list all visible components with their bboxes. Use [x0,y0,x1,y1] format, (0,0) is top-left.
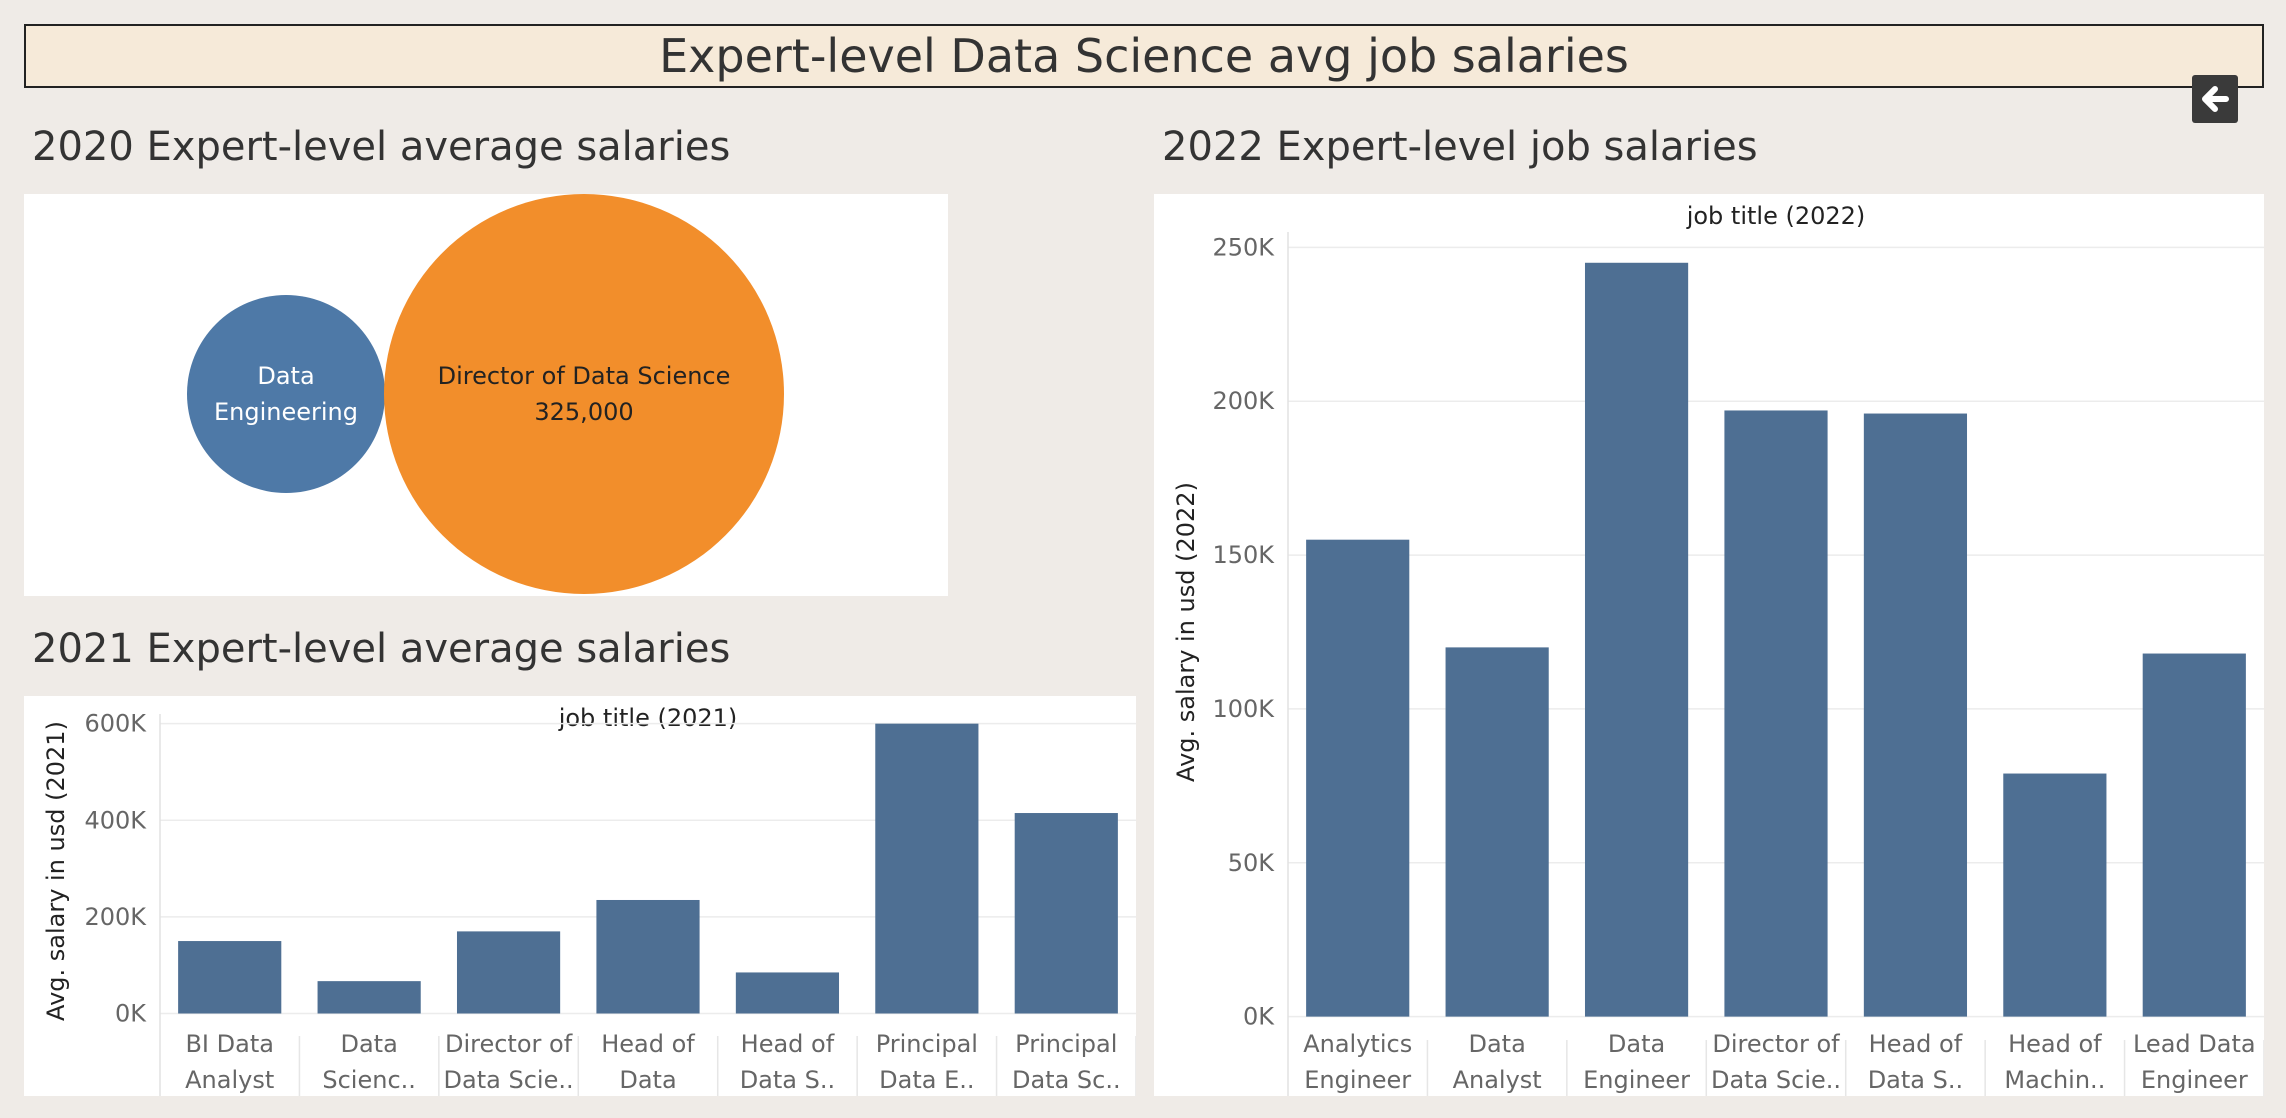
x-tick-label: Data [619,1066,676,1094]
bubble-0[interactable] [187,295,385,493]
bubble-label: Director of Data Science [438,362,731,390]
bar[interactable] [456,931,561,1014]
x-tick-label: Lead Data [2133,1030,2256,1058]
bubble-1[interactable] [384,194,784,594]
bar[interactable] [178,941,282,1014]
bubble-label: 325,000 [534,398,633,426]
y-tick-label: 600K [84,710,147,738]
x-tick-label: Data Scie.. [1711,1066,1841,1094]
chart-2021-svg: job title (2021) Avg. salary in usd (2021… [42,704,1137,1096]
y-tick-label: 200K [1212,387,1275,415]
y-tick-label: 0K [115,1000,147,1028]
x-tick-label: Engineer [1583,1066,1690,1094]
y-tick-label: 50K [1228,849,1276,877]
chart-2022-title: job title (2022) [1686,202,1866,230]
bar[interactable] [1306,539,1410,1017]
y-tick-label: 400K [84,806,147,834]
x-tick-label: Analyst [1453,1066,1542,1094]
bar[interactable] [1724,410,1828,1017]
bar[interactable] [317,981,421,1014]
x-tick-label: Data S.. [1868,1066,1963,1094]
x-tick-label: Data [1468,1030,1525,1058]
x-tick-label: Principal [1015,1030,1117,1058]
x-tick-label: Director of [1712,1030,1840,1058]
x-tick-label: Engineer [2141,1066,2248,1094]
arrow-left-icon [2202,86,2229,112]
x-tick-label: Data S.. [740,1066,835,1094]
x-tick-label: Machin.. [2004,1066,2105,1094]
x-tick-label: Data [340,1030,397,1058]
y-tick-label: 100K [1212,695,1275,723]
x-tick-label: Head of [741,1030,835,1058]
y-tick-label: 150K [1212,541,1275,569]
x-tick-label: BI Data [185,1030,273,1058]
x-tick-label: Head of [601,1030,695,1058]
chart-2022-svg: job title (2022) Avg. salary in usd (2022… [1172,202,2265,1096]
y-tick-label: 250K [1212,233,1275,261]
bar[interactable] [875,723,979,1014]
x-tick-label: Head of [2008,1030,2102,1058]
bubble-label: Data [257,362,314,390]
y-tick-label: 200K [84,903,147,931]
chart-2021-panel: job title (2021) Avg. salary in usd (2021… [24,696,1137,1096]
x-tick-label: Head of [1869,1030,1963,1058]
chart-2020-svg: Data Engineering Director of Data Science 3… [187,194,784,594]
section-title-2020: 2020 Expert-level average salaries [32,124,731,170]
x-tick-label: Engineer [1304,1066,1411,1094]
chart-2020-panel: Data Engineering Director of Data Science 3… [24,194,948,596]
chart-2021-title: job title (2021) [558,704,738,732]
dashboard-title: Expert-level Data Science avg job salari… [24,24,2264,88]
bar[interactable] [735,972,840,1014]
y-tick-label: 0K [1243,1003,1275,1031]
x-tick-label: Data [1608,1030,1665,1058]
bar[interactable] [596,899,700,1014]
x-tick-label: Analytics [1303,1030,1412,1058]
back-button[interactable] [2192,75,2238,123]
chart-2022-panel: job title (2022) Avg. salary in usd (2022… [1154,194,2265,1096]
bar[interactable] [1445,647,1549,1017]
section-title-2021: 2021 Expert-level average salaries [32,626,731,672]
section-title-2022: 2022 Expert-level job salaries [1162,124,1758,170]
x-tick-label: Director of [445,1030,573,1058]
chart-2022-ylabel: Avg. salary in usd (2022) [1172,482,1200,782]
chart-2021-ylabel: Avg. salary in usd (2021) [42,721,70,1021]
bar[interactable] [2003,773,2107,1017]
x-tick-label: Data Scie.. [444,1066,574,1094]
x-tick-label: Data Sc.. [1012,1066,1121,1094]
x-tick-label: Data E.. [879,1066,974,1094]
x-tick-label: Analyst [185,1066,274,1094]
bar[interactable] [1863,413,1968,1017]
bubble-label: Engineering [214,398,358,426]
bar[interactable] [1014,813,1118,1014]
bar[interactable] [2142,653,2246,1017]
bar[interactable] [1584,262,1689,1017]
x-tick-label: Scienc.. [322,1066,416,1094]
x-tick-label: Principal [876,1030,978,1058]
